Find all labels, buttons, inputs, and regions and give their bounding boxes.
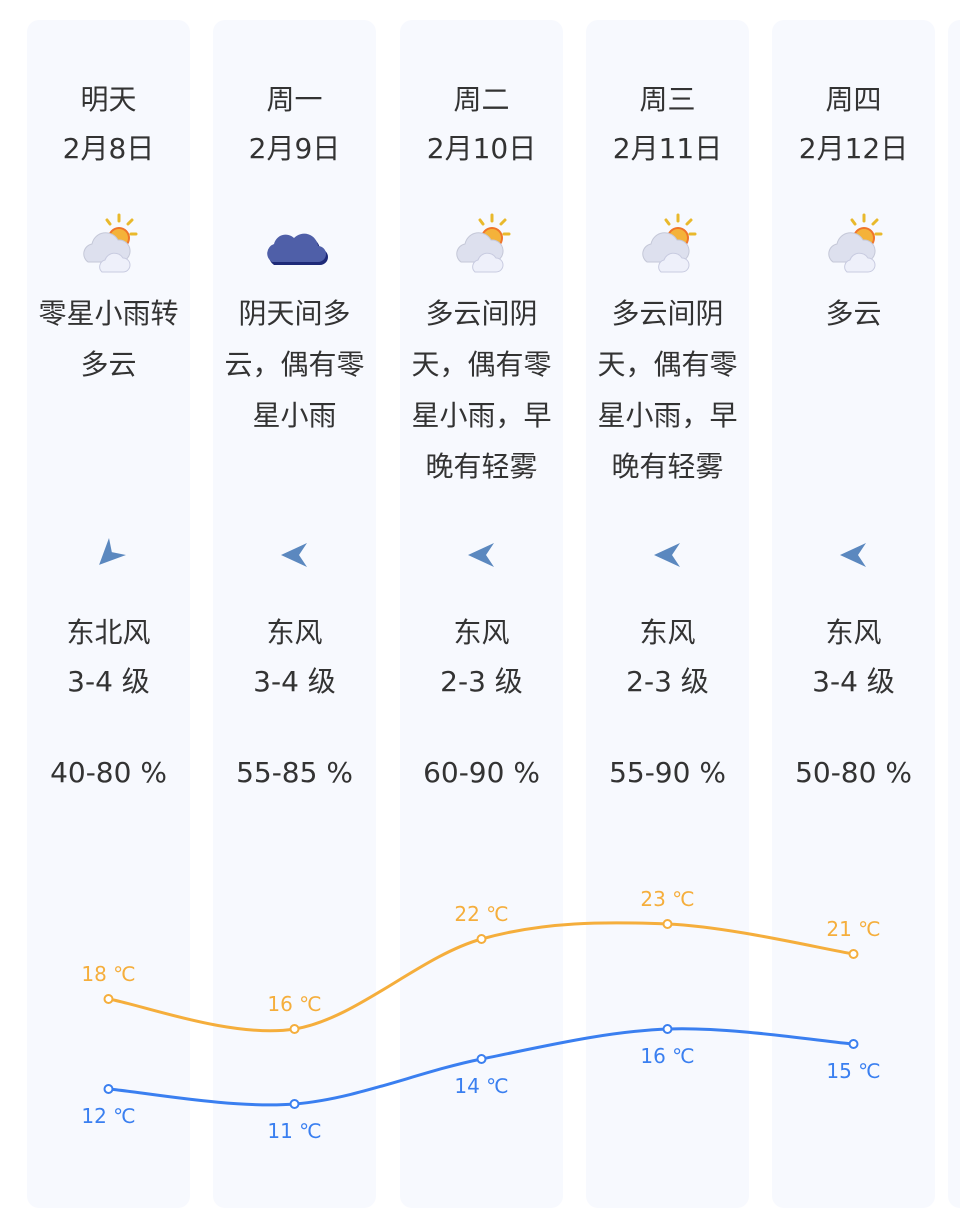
partly-cloudy-icon — [76, 210, 142, 276]
day-label: 周二 — [453, 83, 510, 116]
weather-description: 阴天间多云，偶有零星小雨 — [224, 297, 365, 432]
date-label: 2月10日 — [426, 132, 537, 165]
wind-level: 3-4 级 — [812, 665, 895, 698]
day-label: 明天 — [80, 83, 137, 116]
wind-arrow-east-icon — [836, 537, 872, 573]
wind-arrow-east-icon — [277, 537, 313, 573]
wind-level: 3-4 级 — [67, 665, 150, 698]
forecast-card: 周四 2月12日 多云 东风 3-4 级 50-80 % — [772, 20, 935, 1208]
weather-description: 多云间阴天，偶有零星小雨，早晚有轻雾 — [411, 297, 552, 483]
wind-direction: 东风 — [639, 616, 696, 649]
date-label: 2月11日 — [612, 132, 723, 165]
humidity: 50-80 % — [795, 756, 912, 789]
humidity: 60-90 % — [423, 756, 540, 789]
wind-level: 2-3 级 — [440, 665, 523, 698]
humidity: 55-90 % — [609, 756, 726, 789]
date-label: 2月12日 — [798, 132, 909, 165]
forecast-card: 明天 2月8日 零星小雨转多云 东北风 3-4 级 40-80 % — [27, 20, 190, 1208]
weather-description: 零星小雨转多云 — [38, 297, 179, 381]
partly-cloudy-icon — [821, 210, 887, 276]
wind-level: 3-4 级 — [253, 665, 336, 698]
date-label: 2月8日 — [62, 132, 155, 165]
humidity: 40-80 % — [50, 756, 167, 789]
date-label: 2月9日 — [248, 132, 341, 165]
partly-cloudy-icon — [449, 210, 515, 276]
forecast-card-partial — [948, 20, 960, 1208]
wind-direction: 东风 — [825, 616, 882, 649]
weather-description: 多云 — [825, 297, 882, 330]
weather-description: 多云间阴天，偶有零星小雨，早晚有轻雾 — [597, 297, 738, 483]
wind-arrow-east-icon — [464, 537, 500, 573]
day-label: 周一 — [266, 83, 323, 116]
overcast-cloud-icon — [262, 210, 328, 276]
wind-arrow-northeast-icon — [91, 537, 127, 573]
wind-direction: 东北风 — [66, 616, 151, 649]
forecast-card: 周二 2月10日 多云间阴天，偶有零星小雨，早晚有轻雾 东风 2-3 级 60-… — [400, 20, 563, 1208]
day-label: 周三 — [639, 83, 696, 116]
forecast-card: 周三 2月11日 多云间阴天，偶有零星小雨，早晚有轻雾 东风 2-3 级 55-… — [586, 20, 749, 1208]
wind-direction: 东风 — [266, 616, 323, 649]
forecast-card: 周一 2月9日 阴天间多云，偶有零星小雨 东风 3-4 级 55-85 % — [213, 20, 376, 1208]
wind-arrow-east-icon — [650, 537, 686, 573]
wind-level: 2-3 级 — [626, 665, 709, 698]
day-label: 周四 — [825, 83, 882, 116]
humidity: 55-85 % — [236, 756, 353, 789]
wind-direction: 东风 — [453, 616, 510, 649]
partly-cloudy-icon — [635, 210, 701, 276]
